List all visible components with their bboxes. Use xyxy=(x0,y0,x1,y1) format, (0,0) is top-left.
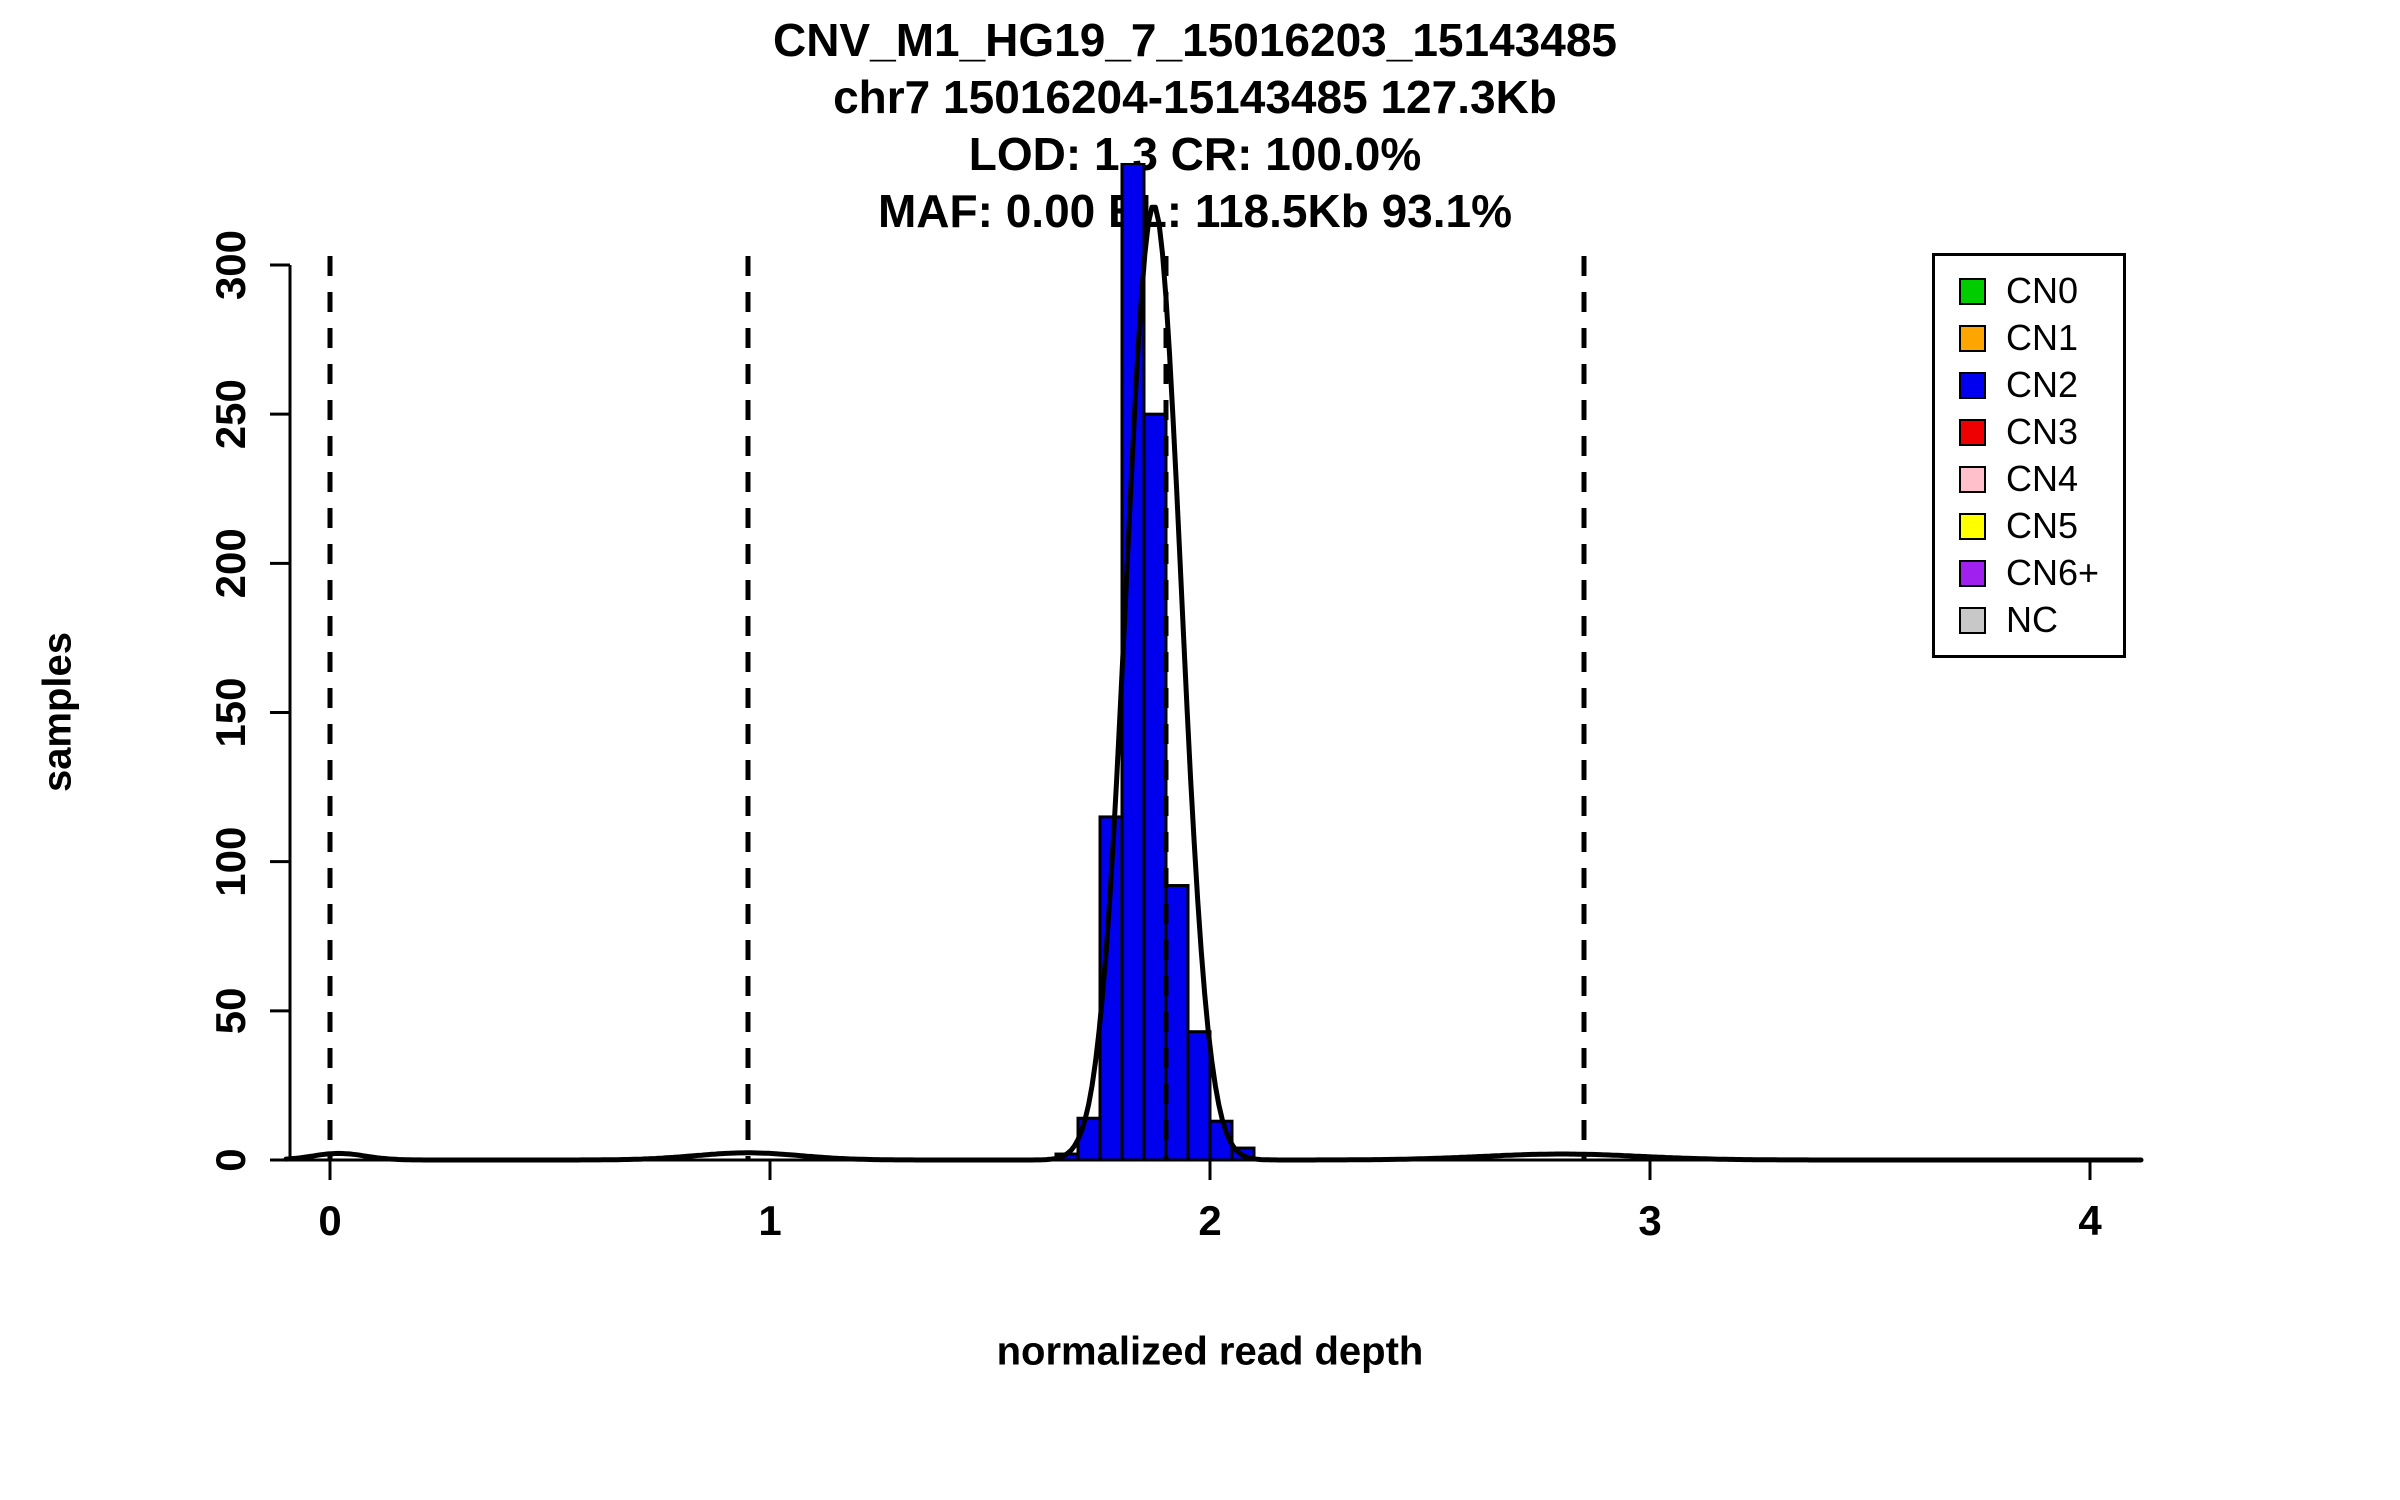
y-tick-label: 300 xyxy=(207,230,254,300)
y-tick-label: 100 xyxy=(207,827,254,897)
legend-label: CN5 xyxy=(2006,505,2079,546)
legend-swatch xyxy=(1959,277,1986,305)
legend-swatch xyxy=(1959,324,1986,352)
legend-item-cn5: CN5 xyxy=(1959,505,2099,546)
legend-label: NC xyxy=(2006,599,2058,640)
y-tick-label: 200 xyxy=(207,528,254,598)
chart-title-line-2: chr7 15016204-15143485 127.3Kb xyxy=(833,71,1557,123)
legend-label: CN2 xyxy=(2006,364,2079,405)
chart-title-line-3: LOD: 1.3 CR: 100.0% xyxy=(968,128,1422,180)
legend-item-cn1: CN1 xyxy=(1959,317,2099,358)
x-tick-label: 3 xyxy=(1638,1197,1661,1244)
x-axis-title: normalized read depth xyxy=(996,1329,1424,1374)
density-curve xyxy=(283,204,2144,1163)
chart-title-block: CNV_M1_HG19_7_15016203_15143485 chr7 150… xyxy=(773,12,1617,240)
legend-swatch xyxy=(1959,606,1986,634)
threshold-dashed-lines xyxy=(327,256,1587,1160)
y-axis-title: samples xyxy=(35,631,80,793)
y-tick-label: 150 xyxy=(207,677,254,747)
histogram-bar xyxy=(1142,412,1168,1161)
y-tick-label: 250 xyxy=(207,379,254,449)
legend-label: CN0 xyxy=(2006,270,2079,311)
x-tick-label: 1 xyxy=(758,1197,781,1244)
histogram-bar xyxy=(1186,1030,1212,1161)
legend-item-cn2: CN2 xyxy=(1959,364,2099,405)
axes: 0 1 2 3 4 0 50 100 150 200 250 300 xyxy=(207,230,2140,1244)
legend-item-cn4: CN4 xyxy=(1959,458,2099,499)
legend-swatch xyxy=(1959,371,1986,399)
x-tick-label: 0 xyxy=(318,1197,341,1244)
histogram-bar xyxy=(1164,884,1190,1161)
legend-item-cn0: CN0 xyxy=(1959,270,2099,311)
legend-item-cn6plus: CN6+ xyxy=(1959,552,2100,593)
legend-item-cn3: CN3 xyxy=(1959,411,2099,452)
legend-label: CN4 xyxy=(2006,458,2079,499)
y-tick-label: 0 xyxy=(207,1148,254,1171)
legend-item-nc: NC xyxy=(1959,599,2099,640)
x-tick-label: 2 xyxy=(1198,1197,1221,1244)
chart-title-line-1: CNV_M1_HG19_7_15016203_15143485 xyxy=(772,14,1618,66)
legend-swatch xyxy=(1959,465,1986,493)
legend: CN0 CN1 CN2 CN3 CN4 CN5 CN6+ NC xyxy=(1932,253,2127,658)
legend-swatch xyxy=(1959,512,1986,540)
density-curve-path xyxy=(283,204,2144,1163)
legend-label: CN3 xyxy=(2006,411,2079,452)
legend-swatch xyxy=(1959,418,1986,446)
legend-label: CN6+ xyxy=(2006,552,2100,593)
x-tick-label: 4 xyxy=(2078,1197,2102,1244)
y-tick-label: 50 xyxy=(207,987,254,1034)
chart-title-line-4: MAF: 0.00 EL: 118.5Kb 93.1% xyxy=(877,185,1513,237)
legend-swatch xyxy=(1959,559,1986,587)
histogram-bars xyxy=(1054,163,1256,1161)
legend-label: CN1 xyxy=(2006,317,2079,358)
